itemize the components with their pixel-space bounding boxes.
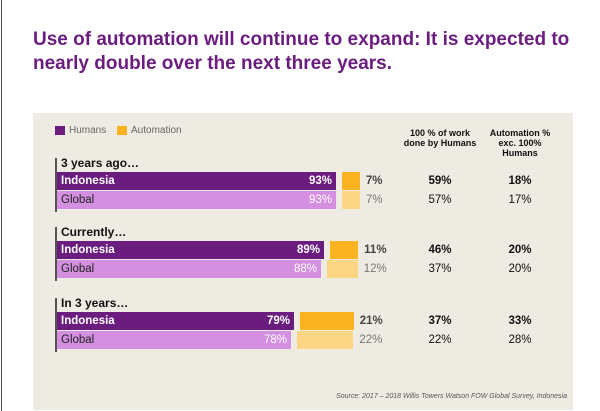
group-axis-line [55, 158, 57, 212]
full-human-value: 59% [428, 175, 452, 187]
group-label: Currently… [61, 225, 127, 239]
automation-pct-label: 12% [363, 263, 387, 275]
automation-pct-label: 22% [359, 334, 383, 346]
automation-bar [330, 241, 359, 259]
page-title: Use of automation will continue to expan… [33, 29, 570, 74]
humans-pct-label: 78% [263, 334, 287, 346]
bar-row-label: Indonesia [61, 244, 115, 256]
bar-row-label: Global [61, 194, 95, 206]
humans-pct-label: 93% [308, 194, 332, 206]
automation-exc-value: 18% [508, 175, 532, 187]
humans-bar: Indonesia 89% [57, 241, 324, 259]
automation-pct-label: 7% [365, 194, 383, 206]
humans-bar: Global 78% [57, 331, 291, 349]
humans-pct-label: 93% [308, 175, 332, 187]
humans-pct-label: 88% [293, 263, 317, 275]
humans-pct-label: 89% [296, 244, 320, 256]
automation-exc-value: 20% [508, 263, 532, 275]
bar-row-label: Global [61, 263, 95, 275]
automation-bar [297, 331, 354, 349]
humans-bar: Indonesia 79% [57, 312, 294, 330]
column-header-automation-exc: Automation % exc. 100% Humans [489, 128, 551, 158]
legend-swatch-automation [117, 126, 127, 135]
automation-exc-value: 17% [508, 194, 532, 206]
group-label: 3 years ago… [61, 156, 140, 170]
automation-exc-value: 33% [508, 315, 532, 327]
automation-bar [327, 260, 358, 278]
full-human-value: 46% [428, 244, 452, 256]
automation-pct-label: 7% [365, 175, 383, 187]
legend-item-automation: Automation [117, 125, 182, 136]
humans-bar: Indonesia 93% [57, 172, 336, 190]
group-axis-line [55, 227, 57, 281]
legend-label-automation: Automation [131, 125, 182, 136]
full-human-value: 57% [428, 194, 452, 206]
humans-bar: Global 88% [57, 260, 321, 278]
automation-bar [342, 172, 360, 190]
automation-bar [342, 191, 360, 209]
automation-exc-value: 20% [508, 244, 532, 256]
source-note: Source: 2017 – 2018 Willis Towers Watson… [336, 393, 567, 400]
legend-label-humans: Humans [69, 125, 107, 136]
left-rule [1, 0, 2, 411]
humans-bar: Global 93% [57, 191, 336, 209]
full-human-value: 37% [428, 315, 452, 327]
full-human-value: 22% [428, 334, 452, 346]
bar-row-label: Indonesia [61, 315, 115, 327]
automation-pct-label: 11% [364, 244, 387, 256]
bar-row-label: Indonesia [61, 175, 115, 187]
group-label: In 3 years… [61, 296, 129, 310]
full-human-value: 37% [428, 263, 452, 275]
bar-row-label: Global [61, 334, 95, 346]
automation-bar [300, 312, 354, 330]
column-header-full-human: 100 % of work done by Humans [403, 128, 477, 148]
automation-exc-value: 28% [508, 334, 532, 346]
automation-pct-label: 21% [359, 315, 383, 327]
legend-item-humans: Humans [55, 125, 106, 136]
humans-pct-label: 79% [266, 315, 290, 327]
group-axis-line [55, 298, 57, 352]
legend-swatch-humans [55, 126, 65, 135]
